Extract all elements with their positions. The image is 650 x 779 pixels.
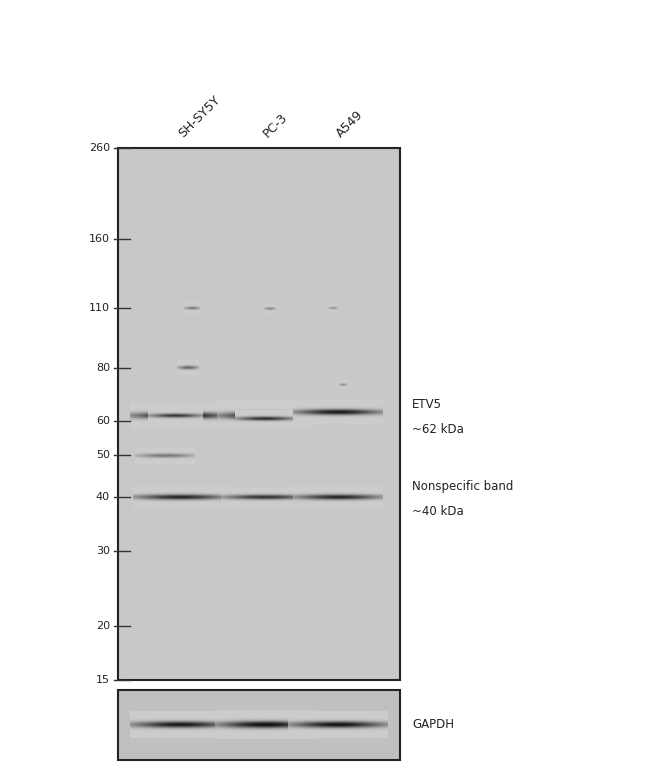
Bar (118, 148, 400, 680)
Text: PC-3: PC-3 (261, 111, 290, 140)
Text: ~62 kDa: ~62 kDa (412, 423, 464, 436)
Text: GAPDH: GAPDH (412, 718, 454, 731)
Text: 80: 80 (96, 363, 110, 373)
Text: 50: 50 (96, 450, 110, 460)
Text: Nonspecific band: Nonspecific band (412, 480, 514, 493)
Bar (118, 690, 400, 760)
Text: 40: 40 (96, 492, 110, 502)
Text: 160: 160 (89, 234, 110, 244)
Text: SH-SY5Y: SH-SY5Y (176, 93, 222, 140)
Text: 110: 110 (89, 304, 110, 313)
Text: 60: 60 (96, 417, 110, 426)
Text: ~40 kDa: ~40 kDa (412, 505, 463, 518)
Text: 30: 30 (96, 546, 110, 555)
Text: ETV5: ETV5 (412, 398, 442, 411)
Text: A549: A549 (333, 108, 366, 140)
Text: 260: 260 (89, 143, 110, 153)
Text: 15: 15 (96, 675, 110, 685)
Text: 20: 20 (96, 622, 110, 631)
